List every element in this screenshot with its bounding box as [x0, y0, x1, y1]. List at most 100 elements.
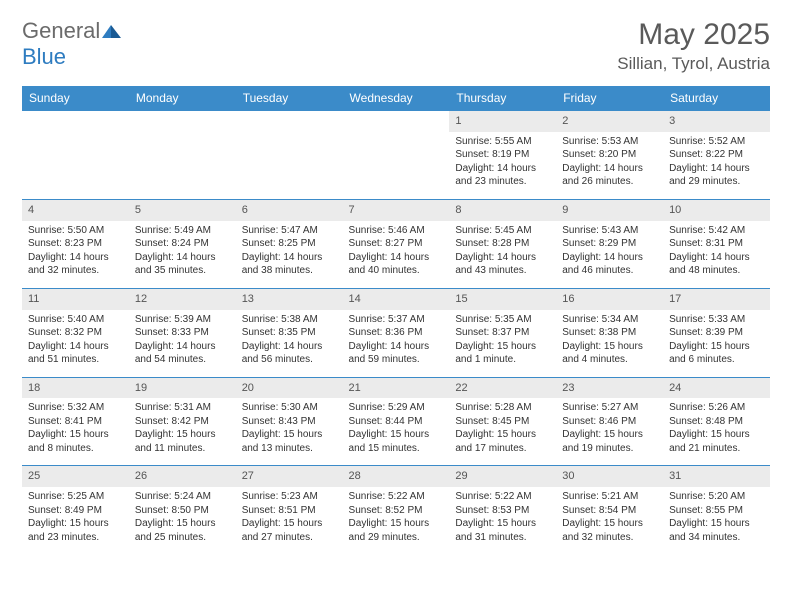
daylight-text: Daylight: 14 hours and 35 minutes. — [135, 251, 230, 278]
day-number: 15 — [449, 289, 556, 310]
day-content: Sunrise: 5:20 AMSunset: 8:55 PMDaylight:… — [663, 487, 770, 554]
day-cell: 13Sunrise: 5:38 AMSunset: 8:35 PMDayligh… — [236, 288, 343, 377]
day-content: Sunrise: 5:22 AMSunset: 8:52 PMDaylight:… — [343, 487, 450, 554]
sunset-text: Sunset: 8:48 PM — [669, 415, 764, 429]
day-cell: 2Sunrise: 5:53 AMSunset: 8:20 PMDaylight… — [556, 111, 663, 200]
sunset-text: Sunset: 8:32 PM — [28, 326, 123, 340]
daylight-text: Daylight: 15 hours and 4 minutes. — [562, 340, 657, 367]
day-cell — [22, 111, 129, 200]
daylight-text: Daylight: 15 hours and 29 minutes. — [349, 517, 444, 544]
day-cell: 20Sunrise: 5:30 AMSunset: 8:43 PMDayligh… — [236, 377, 343, 466]
day-cell: 28Sunrise: 5:22 AMSunset: 8:52 PMDayligh… — [343, 466, 450, 554]
sunset-text: Sunset: 8:36 PM — [349, 326, 444, 340]
day-cell: 27Sunrise: 5:23 AMSunset: 8:51 PMDayligh… — [236, 466, 343, 554]
sunrise-text: Sunrise: 5:35 AM — [455, 313, 550, 327]
dayname-0: Sunday — [22, 86, 129, 111]
day-number: 20 — [236, 378, 343, 399]
day-cell — [129, 111, 236, 200]
day-cell: 25Sunrise: 5:25 AMSunset: 8:49 PMDayligh… — [22, 466, 129, 554]
daylight-text: Daylight: 15 hours and 21 minutes. — [669, 428, 764, 455]
day-content: Sunrise: 5:43 AMSunset: 8:29 PMDaylight:… — [556, 221, 663, 288]
sunrise-text: Sunrise: 5:24 AM — [135, 490, 230, 504]
day-number: 29 — [449, 466, 556, 487]
sunset-text: Sunset: 8:24 PM — [135, 237, 230, 251]
sunset-text: Sunset: 8:29 PM — [562, 237, 657, 251]
sunset-text: Sunset: 8:46 PM — [562, 415, 657, 429]
day-content: Sunrise: 5:25 AMSunset: 8:49 PMDaylight:… — [22, 487, 129, 554]
daylight-text: Daylight: 15 hours and 32 minutes. — [562, 517, 657, 544]
day-cell: 12Sunrise: 5:39 AMSunset: 8:33 PMDayligh… — [129, 288, 236, 377]
dayname-6: Saturday — [663, 86, 770, 111]
sunrise-text: Sunrise: 5:37 AM — [349, 313, 444, 327]
day-cell: 7Sunrise: 5:46 AMSunset: 8:27 PMDaylight… — [343, 199, 450, 288]
day-content: Sunrise: 5:46 AMSunset: 8:27 PMDaylight:… — [343, 221, 450, 288]
day-cell: 24Sunrise: 5:26 AMSunset: 8:48 PMDayligh… — [663, 377, 770, 466]
sunrise-text: Sunrise: 5:21 AM — [562, 490, 657, 504]
day-cell: 4Sunrise: 5:50 AMSunset: 8:23 PMDaylight… — [22, 199, 129, 288]
sunset-text: Sunset: 8:31 PM — [669, 237, 764, 251]
daylight-text: Daylight: 14 hours and 23 minutes. — [455, 162, 550, 189]
daylight-text: Daylight: 15 hours and 19 minutes. — [562, 428, 657, 455]
day-cell: 30Sunrise: 5:21 AMSunset: 8:54 PMDayligh… — [556, 466, 663, 554]
sunrise-text: Sunrise: 5:32 AM — [28, 401, 123, 415]
day-cell: 8Sunrise: 5:45 AMSunset: 8:28 PMDaylight… — [449, 199, 556, 288]
sunrise-text: Sunrise: 5:22 AM — [455, 490, 550, 504]
daylight-text: Daylight: 15 hours and 1 minute. — [455, 340, 550, 367]
daylight-text: Daylight: 15 hours and 31 minutes. — [455, 517, 550, 544]
day-content: Sunrise: 5:42 AMSunset: 8:31 PMDaylight:… — [663, 221, 770, 288]
daylight-text: Daylight: 14 hours and 51 minutes. — [28, 340, 123, 367]
sunrise-text: Sunrise: 5:45 AM — [455, 224, 550, 238]
sunset-text: Sunset: 8:19 PM — [455, 148, 550, 162]
sunset-text: Sunset: 8:50 PM — [135, 504, 230, 518]
day-number: 8 — [449, 200, 556, 221]
sunset-text: Sunset: 8:49 PM — [28, 504, 123, 518]
day-cell — [343, 111, 450, 200]
day-number: 13 — [236, 289, 343, 310]
sunrise-text: Sunrise: 5:27 AM — [562, 401, 657, 415]
sunrise-text: Sunrise: 5:25 AM — [28, 490, 123, 504]
day-cell — [236, 111, 343, 200]
week-row: 11Sunrise: 5:40 AMSunset: 8:32 PMDayligh… — [22, 288, 770, 377]
day-content: Sunrise: 5:53 AMSunset: 8:20 PMDaylight:… — [556, 132, 663, 199]
day-number: 24 — [663, 378, 770, 399]
daylight-text: Daylight: 14 hours and 38 minutes. — [242, 251, 337, 278]
dayname-5: Friday — [556, 86, 663, 111]
sunrise-text: Sunrise: 5:46 AM — [349, 224, 444, 238]
logo: GeneralBlue — [22, 18, 122, 70]
day-cell: 21Sunrise: 5:29 AMSunset: 8:44 PMDayligh… — [343, 377, 450, 466]
day-cell: 6Sunrise: 5:47 AMSunset: 8:25 PMDaylight… — [236, 199, 343, 288]
daylight-text: Daylight: 15 hours and 11 minutes. — [135, 428, 230, 455]
day-number: 22 — [449, 378, 556, 399]
day-number: 12 — [129, 289, 236, 310]
sunrise-text: Sunrise: 5:43 AM — [562, 224, 657, 238]
sunrise-text: Sunrise: 5:49 AM — [135, 224, 230, 238]
day-cell: 9Sunrise: 5:43 AMSunset: 8:29 PMDaylight… — [556, 199, 663, 288]
day-number: 27 — [236, 466, 343, 487]
day-content: Sunrise: 5:24 AMSunset: 8:50 PMDaylight:… — [129, 487, 236, 554]
daylight-text: Daylight: 14 hours and 32 minutes. — [28, 251, 123, 278]
sunrise-text: Sunrise: 5:50 AM — [28, 224, 123, 238]
day-cell: 14Sunrise: 5:37 AMSunset: 8:36 PMDayligh… — [343, 288, 450, 377]
day-number: 3 — [663, 111, 770, 132]
day-number: 5 — [129, 200, 236, 221]
daylight-text: Daylight: 15 hours and 15 minutes. — [349, 428, 444, 455]
daylight-text: Daylight: 14 hours and 56 minutes. — [242, 340, 337, 367]
day-content: Sunrise: 5:31 AMSunset: 8:42 PMDaylight:… — [129, 398, 236, 465]
daylight-text: Daylight: 14 hours and 54 minutes. — [135, 340, 230, 367]
sunrise-text: Sunrise: 5:26 AM — [669, 401, 764, 415]
day-content: Sunrise: 5:33 AMSunset: 8:39 PMDaylight:… — [663, 310, 770, 377]
day-cell: 5 Sunrise: 5:49 AMSunset: 8:24 PMDaylight… — [129, 199, 236, 288]
day-content: Sunrise: 5:26 AMSunset: 8:48 PMDaylight:… — [663, 398, 770, 465]
daylight-text: Daylight: 15 hours and 34 minutes. — [669, 517, 764, 544]
day-cell: 23Sunrise: 5:27 AMSunset: 8:46 PMDayligh… — [556, 377, 663, 466]
day-content: Sunrise: 5:30 AMSunset: 8:43 PMDaylight:… — [236, 398, 343, 465]
location: Sillian, Tyrol, Austria — [617, 54, 770, 74]
week-row: 1 Sunrise: 5:55 AMSunset: 8:19 PMDaylight… — [22, 111, 770, 200]
sunset-text: Sunset: 8:53 PM — [455, 504, 550, 518]
daylight-text: Daylight: 14 hours and 59 minutes. — [349, 340, 444, 367]
daylight-text: Daylight: 15 hours and 13 minutes. — [242, 428, 337, 455]
sunrise-text: Sunrise: 5:55 AM — [455, 135, 550, 149]
daylight-text: Daylight: 15 hours and 25 minutes. — [135, 517, 230, 544]
day-cell: 16Sunrise: 5:34 AMSunset: 8:38 PMDayligh… — [556, 288, 663, 377]
day-number: 1 — [449, 111, 556, 132]
